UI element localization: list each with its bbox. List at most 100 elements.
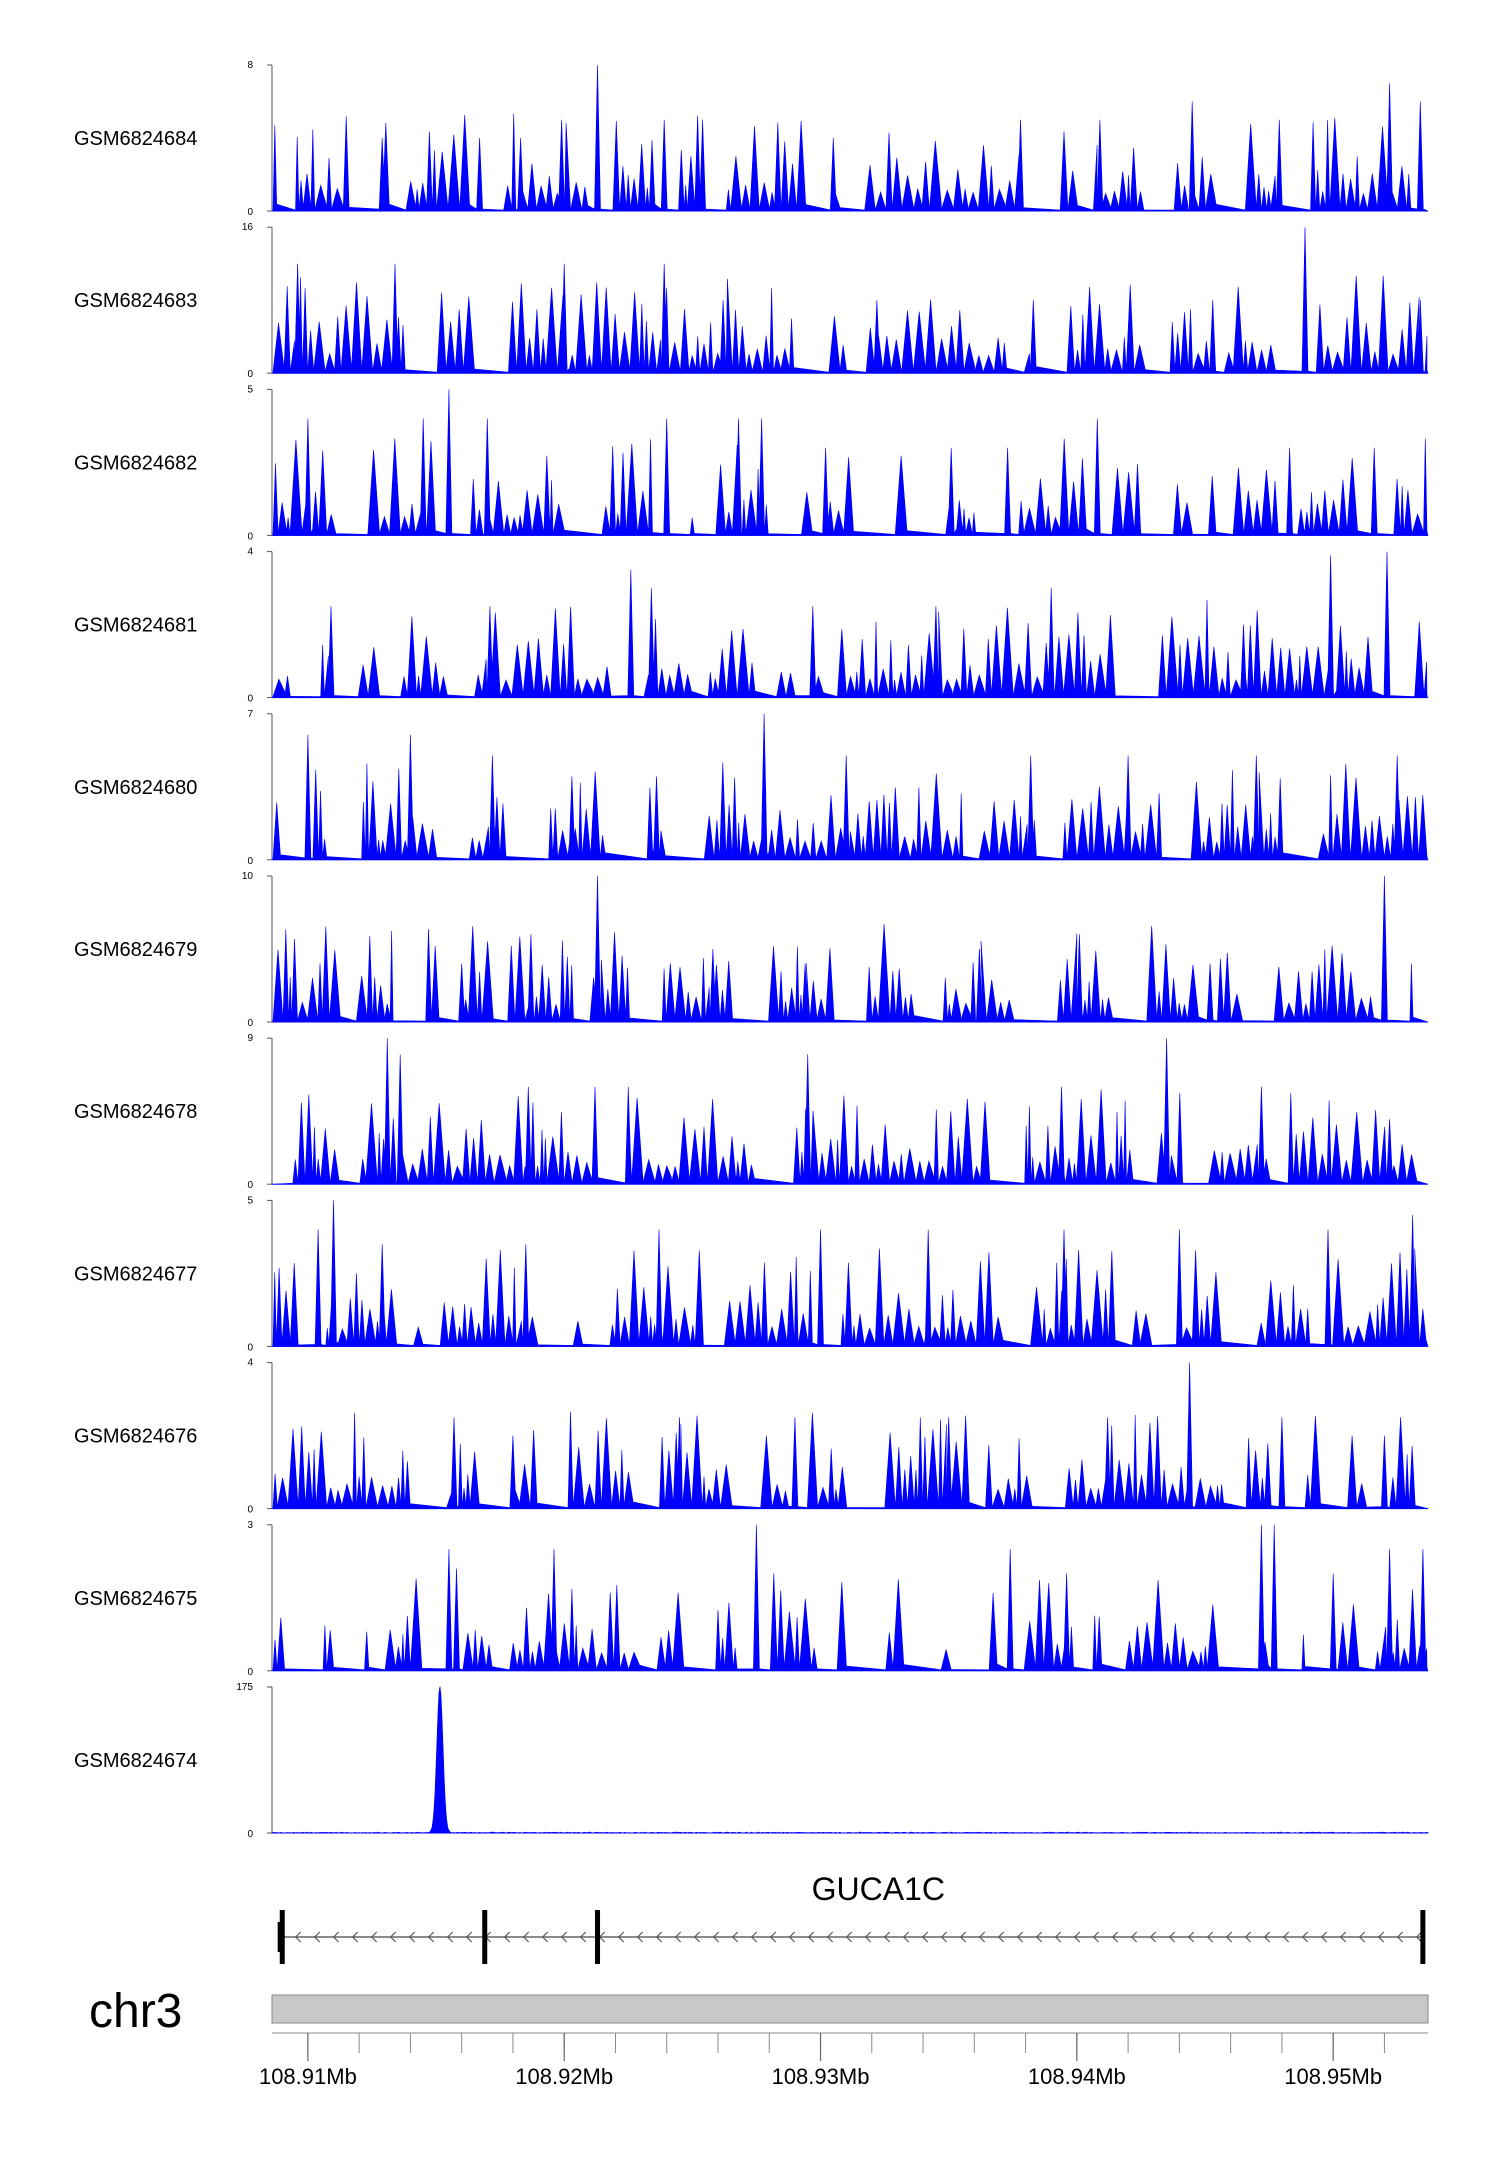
y-min-label: 0 — [247, 531, 253, 542]
strand-arrow — [864, 1931, 872, 1943]
y-max-label: 5 — [247, 384, 253, 395]
strand-arrow — [1358, 1931, 1366, 1943]
strand-arrow — [655, 1931, 663, 1943]
strand-arrow — [560, 1931, 568, 1943]
strand-arrow — [1073, 1931, 1081, 1943]
track-label: GSM6824678 — [74, 1101, 197, 1123]
y-max-label: 3 — [247, 1520, 253, 1531]
coverage-area — [272, 875, 1429, 1023]
coverage-area — [272, 1362, 1429, 1509]
chromosome-label: chr3 — [89, 1985, 182, 2038]
strand-arrow — [693, 1931, 701, 1943]
track-GSM6824681: GSM6824681 4 0 — [74, 547, 1429, 705]
exon-mark — [482, 1910, 488, 1964]
signal-tracks: GSM682468480GSM6824683160GSM682468250GSM… — [74, 60, 1429, 1840]
strand-arrow — [845, 1931, 853, 1943]
x-tick-label: 108.94Mb — [1028, 2064, 1126, 2089]
y-max-label: 9 — [247, 1033, 253, 1044]
y-max-label: 4 — [247, 1358, 253, 1369]
strand-arrow — [1130, 1931, 1138, 1943]
coverage-area — [272, 1038, 1429, 1185]
y-max-label: 5 — [247, 1195, 253, 1206]
chromosome-axis: chr3 108.91Mb 108.92Mb 108.93Mb 108.94Mb 108… — [89, 1985, 1429, 2089]
strand-arrow — [1054, 1931, 1062, 1943]
y-min-label: 0 — [247, 1342, 253, 1353]
gene-annotation: GUCA1C — [277, 1871, 1426, 1964]
strand-arrow — [674, 1931, 682, 1943]
strand-arrow — [332, 1931, 340, 1943]
y-max-label: 4 — [247, 547, 253, 558]
strand-arrow — [902, 1931, 910, 1943]
strand-arrow — [1301, 1931, 1309, 1943]
coverage-area — [272, 389, 1429, 536]
track-GSM6824682: GSM6824682 5 0 — [74, 384, 1429, 542]
strand-arrow — [1092, 1931, 1100, 1943]
strand-arrow — [978, 1931, 986, 1943]
strand-arrow — [712, 1931, 720, 1943]
strand-arrow — [541, 1931, 549, 1943]
strand-arrow — [997, 1931, 1005, 1943]
y-min-label: 0 — [247, 1505, 253, 1516]
track-GSM6824674: GSM6824674 175 0 — [74, 1682, 1429, 1840]
strand-arrow — [389, 1931, 397, 1943]
y-min-label: 0 — [247, 694, 253, 705]
strand-arrow — [1244, 1931, 1252, 1943]
x-tick-label: 108.95Mb — [1284, 2064, 1382, 2089]
track-label: GSM6824674 — [74, 1750, 197, 1772]
strand-arrow — [788, 1931, 796, 1943]
strand-arrow — [1206, 1931, 1214, 1943]
track-label: GSM6824679 — [74, 939, 197, 961]
chromosome-ideogram — [271, 1994, 1429, 2024]
y-max-label: 8 — [247, 60, 253, 71]
coverage-area — [272, 713, 1429, 861]
track-GSM6824680: GSM6824680 7 0 — [74, 709, 1429, 867]
strand-arrow — [1282, 1931, 1290, 1943]
exon-mark — [277, 1922, 284, 1952]
x-axis: 108.91Mb 108.92Mb 108.93Mb 108.94Mb 108.95Mb — [259, 2032, 1428, 2089]
strand-arrow — [617, 1931, 625, 1943]
y-min-label: 0 — [247, 1018, 253, 1029]
strand-arrow — [408, 1931, 416, 1943]
track-label: GSM6824677 — [74, 1263, 197, 1285]
strand-arrow — [959, 1931, 967, 1943]
strand-arrow — [1320, 1931, 1328, 1943]
track-label: GSM6824681 — [74, 615, 197, 637]
strand-arrow — [731, 1931, 739, 1943]
strand-arrow — [1225, 1931, 1233, 1943]
strand-arrow — [636, 1931, 644, 1943]
y-min-label: 0 — [247, 1180, 253, 1191]
coverage-area — [272, 227, 1429, 374]
strand-arrow — [1016, 1931, 1024, 1943]
coverage-area — [272, 1686, 1429, 1834]
y-max-label: 7 — [247, 709, 253, 720]
strand-arrow — [1187, 1931, 1195, 1943]
y-max-label: 16 — [242, 222, 254, 233]
gene-model — [277, 1910, 1426, 1964]
strand-arrow — [1415, 1931, 1423, 1943]
y-min-label: 0 — [247, 207, 253, 218]
y-max-label: 175 — [236, 1682, 253, 1693]
strand-arrow — [1339, 1931, 1347, 1943]
track-GSM6824676: GSM6824676 4 0 — [74, 1358, 1429, 1516]
track-GSM6824683: GSM6824683 16 0 — [74, 222, 1429, 380]
strand-arrow — [294, 1931, 302, 1943]
exon-mark — [1420, 1910, 1426, 1964]
strand-arrow — [351, 1931, 359, 1943]
y-min-label: 0 — [247, 369, 253, 380]
strand-arrow — [921, 1931, 929, 1943]
track-label: GSM6824676 — [74, 1426, 197, 1448]
strand-arrow — [446, 1931, 454, 1943]
y-max-label: 10 — [242, 871, 254, 882]
track-label: GSM6824680 — [74, 777, 197, 799]
y-min-label: 0 — [247, 856, 253, 867]
strand-arrow — [1263, 1931, 1271, 1943]
strand-arrow — [465, 1931, 473, 1943]
track-GSM6824678: GSM6824678 9 0 — [74, 1033, 1429, 1191]
coverage-area — [272, 1200, 1429, 1347]
track-label: GSM6824683 — [74, 290, 197, 312]
x-tick-label: 108.92Mb — [515, 2064, 613, 2089]
track-GSM6824679: GSM6824679 10 0 — [74, 871, 1429, 1029]
coverage-area — [272, 64, 1429, 212]
strand-arrow — [940, 1931, 948, 1943]
coverage-area — [272, 1524, 1429, 1672]
